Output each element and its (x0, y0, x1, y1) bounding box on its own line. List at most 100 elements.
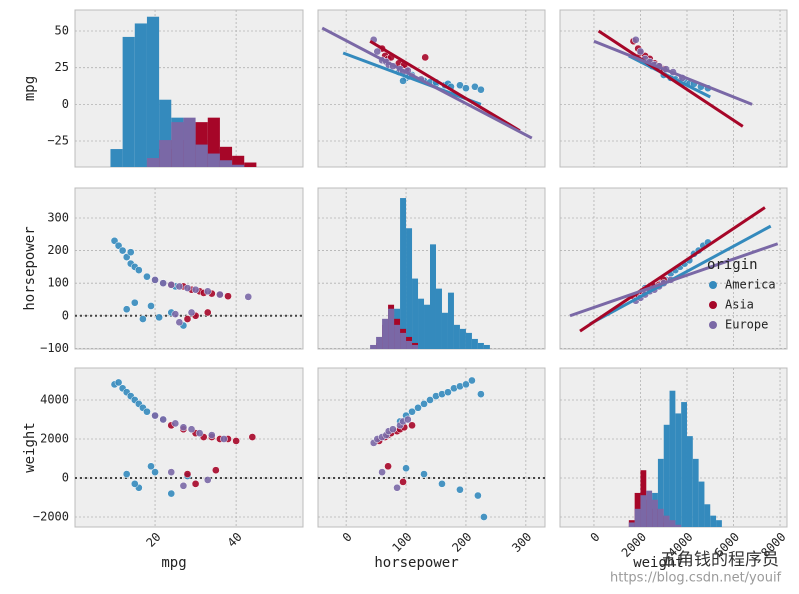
scatter-point (631, 35, 640, 44)
scatter-point (191, 479, 200, 488)
y-tick-label: 2000 (40, 431, 69, 445)
panel (559, 9, 788, 168)
histogram-bar (219, 160, 233, 167)
y-tick-label: 200 (47, 243, 69, 257)
y-axis-label: horsepower (22, 226, 38, 310)
scatter-point (175, 282, 184, 291)
scatter-point (244, 293, 253, 301)
panel-background (317, 9, 546, 168)
scatter-point (134, 266, 143, 274)
histogram-bar (692, 458, 699, 527)
histogram-bar (669, 390, 676, 527)
y-tick-label: 100 (47, 276, 69, 290)
plot-area (110, 16, 257, 167)
scatter-point (373, 47, 382, 56)
scatter-point (155, 313, 163, 322)
histogram-bar (412, 344, 419, 349)
x-tick-label: 0 (588, 530, 603, 545)
histogram-bar (435, 288, 442, 349)
plot-area (593, 29, 753, 128)
scatter-point (171, 310, 180, 318)
histogram-bar (412, 278, 419, 349)
y-axis-label: weight (22, 422, 38, 473)
scatter-point (179, 481, 188, 490)
scatter-point (438, 479, 446, 488)
panel (317, 9, 546, 168)
panel-background (74, 367, 304, 528)
scatter-point (636, 47, 645, 56)
scatter-point (147, 302, 155, 310)
histogram-bar (134, 23, 147, 167)
panel (559, 367, 788, 528)
y-tick-label: 0 (62, 308, 69, 322)
histogram-bar (159, 140, 172, 167)
histogram-bar (675, 413, 682, 527)
legend-label: Asia (725, 298, 754, 312)
scatter-point (220, 435, 228, 443)
scatter-point (195, 429, 204, 437)
scatter-point (408, 407, 416, 416)
histogram-bar (710, 515, 717, 527)
scatter-point (151, 276, 159, 284)
scatter-point (151, 411, 159, 420)
histogram-bar (669, 520, 676, 527)
plot-area (569, 206, 779, 333)
scatter-point (203, 287, 212, 296)
histogram-bar (207, 153, 220, 167)
histogram-bar (146, 158, 160, 167)
histogram-bar (663, 424, 670, 527)
histogram-bar (681, 402, 687, 527)
scatter-point (130, 479, 139, 488)
y-tick-label: −2000 (33, 509, 69, 523)
histogram-bar (675, 524, 682, 527)
scatter-point (167, 280, 176, 289)
scatter-point (468, 376, 476, 385)
scatter-point (399, 478, 407, 486)
scatter-point (426, 396, 434, 404)
scatter-point (389, 425, 397, 434)
scatter-point (414, 403, 422, 412)
x-axis-label: horsepower (374, 555, 458, 571)
scatter-point (474, 491, 482, 500)
scatter-point (384, 462, 392, 471)
panel-background (74, 187, 304, 350)
histogram-bar (370, 344, 377, 349)
panel (74, 367, 304, 528)
histogram-bar (195, 144, 208, 167)
y-tick-label: 300 (47, 210, 69, 224)
y-tick-label: −100 (40, 341, 69, 355)
scatter-point (378, 468, 386, 476)
scatter-point (159, 415, 168, 424)
histogram-bar (652, 499, 658, 527)
scatter-point (167, 489, 176, 498)
x-tick-label: 100 (389, 530, 414, 555)
watermark-url: https://blog.csdn.net/youif (610, 571, 782, 586)
histogram-bar (244, 162, 257, 167)
histogram-bar (122, 36, 135, 167)
histogram-bar (406, 340, 413, 349)
scatter-point (399, 77, 407, 85)
y-tick-label: 50 (55, 23, 69, 37)
y-tick-label: 0 (62, 470, 69, 484)
scatter-point (462, 380, 470, 389)
histogram-bar (698, 481, 705, 527)
scatter-point (130, 298, 139, 307)
scatter-point (393, 483, 401, 492)
scatter-point (203, 476, 212, 484)
histogram-bar (424, 304, 431, 349)
regression-line (589, 224, 772, 326)
scatter-point (179, 423, 188, 432)
histogram-bar (628, 522, 635, 527)
scatter-point (216, 290, 224, 299)
scatter-point (151, 468, 159, 476)
histogram-bar (704, 504, 711, 527)
scatter-point (203, 308, 212, 317)
scatter-point (477, 390, 485, 398)
scatter-point (212, 466, 220, 475)
x-tick-label: 20 (144, 530, 164, 550)
x-tick-label: 300 (509, 530, 534, 555)
histogram-bar (171, 122, 184, 167)
histogram-bar (471, 338, 478, 349)
histogram-bar (406, 228, 413, 349)
histogram-bar (183, 117, 196, 167)
